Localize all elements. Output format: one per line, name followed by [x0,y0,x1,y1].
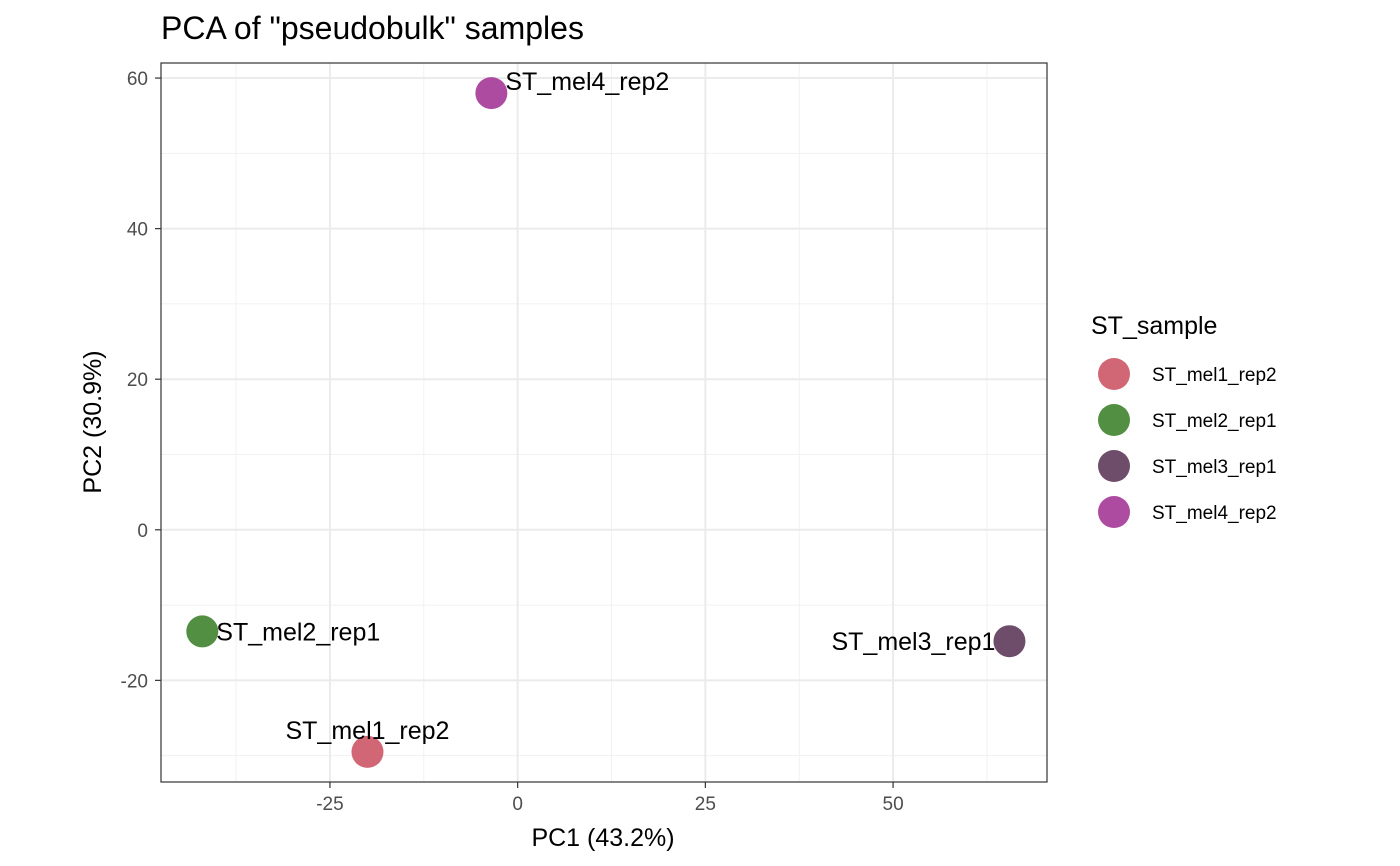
point-ST_mel4_rep2 [475,77,508,110]
point-label-ST_mel2_rep1: ST_mel2_rep1 [216,618,380,646]
axis-ticks [155,77,894,788]
y-tick-label: 40 [127,220,148,241]
y-tick-label: 0 [137,521,148,542]
point-label-ST_mel3_rep1: ST_mel3_rep1 [831,628,995,656]
legend-title: ST_sample [1091,312,1217,340]
x-axis-tick-labels: -25 0 25 50 [316,794,903,815]
major-gridlines [161,63,1047,782]
x-tick-label: 50 [883,794,904,815]
chart-title: PCA of "pseudobulk" samples [161,10,584,46]
point-label-ST_mel1_rep2: ST_mel1_rep2 [285,717,449,745]
y-tick-label: 20 [127,370,148,391]
x-tick-label: 25 [695,794,716,815]
legend-key-ST_mel2_rep1 [1098,404,1130,436]
minor-gridlines [161,63,1047,782]
legend-key-ST_mel3_rep1 [1098,450,1130,482]
y-axis-title: PC2 (30.9%) [79,350,107,493]
point-labels: ST_mel1_rep2 ST_mel2_rep1 ST_mel3_rep1 ST_m… [216,68,995,745]
legend-label-ST_mel4_rep2: ST_mel4_rep2 [1152,503,1277,524]
plot-panel-border [160,62,1048,783]
x-axis-title: PC1 (43.2%) [531,824,674,852]
y-tick-label: -20 [121,671,148,692]
legend-label-ST_mel2_rep1: ST_mel2_rep1 [1152,411,1277,432]
point-label-ST_mel4_rep2: ST_mel4_rep2 [505,68,669,96]
legend-items: ST_mel1_rep2 ST_mel2_rep1 ST_mel3_rep1 ST_m… [1098,358,1277,528]
data-points [186,77,1026,768]
y-tick-label: 60 [127,69,148,90]
legend-key-ST_mel4_rep2 [1098,496,1130,528]
x-tick-label: -25 [316,794,343,815]
point-ST_mel2_rep1 [186,615,219,648]
legend-label-ST_mel3_rep1: ST_mel3_rep1 [1152,457,1277,478]
y-axis-tick-labels: -20 0 20 40 60 [121,69,148,692]
point-ST_mel1_rep2 [351,735,384,768]
x-tick-label: 0 [512,794,523,815]
point-ST_mel3_rep1 [993,625,1026,658]
legend: ST_sample ST_mel1_rep2ST_mel2_rep1ST_mel… [1091,312,1277,528]
legend-key-ST_mel1_rep2 [1098,358,1130,390]
legend-label-ST_mel1_rep2: ST_mel1_rep2 [1152,365,1277,386]
